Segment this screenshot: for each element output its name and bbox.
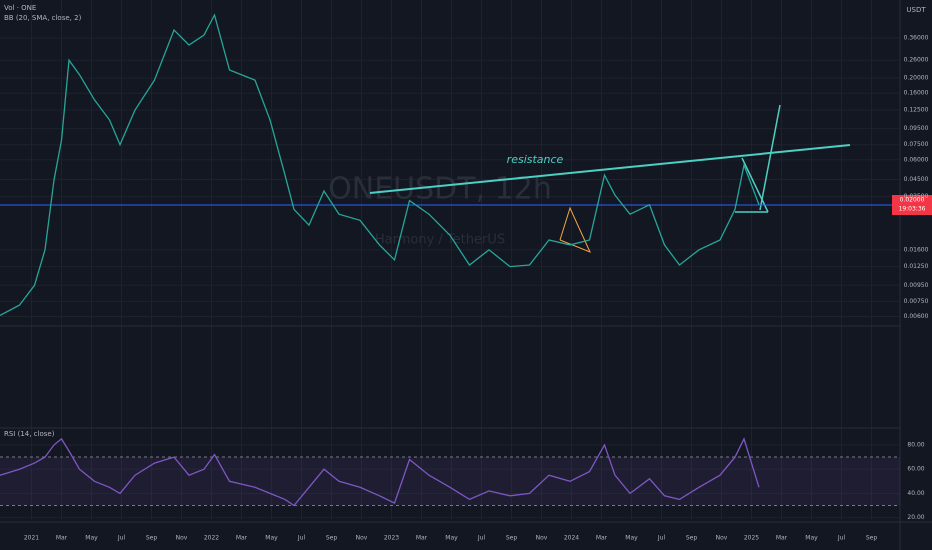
- x-tick-label: 2023: [384, 535, 399, 542]
- x-tick-label: Jul: [477, 535, 486, 542]
- x-tick-label: May: [625, 535, 638, 542]
- x-tick-label: May: [805, 535, 818, 542]
- x-tick-label: Jul: [657, 535, 666, 542]
- x-tick-label: May: [85, 535, 98, 542]
- x-tick-label: Mar: [416, 535, 428, 542]
- x-tick-label: Mar: [56, 535, 68, 542]
- x-tick-label: 2022: [204, 535, 219, 542]
- watermark-title: ONEUSDT, 12h: [328, 172, 552, 207]
- x-tick-label: Jul: [837, 535, 846, 542]
- y-tick-label: 0.06000: [904, 156, 929, 163]
- x-tick-label: Sep: [686, 535, 698, 542]
- y-tick-label: 0.26000: [904, 57, 929, 64]
- x-tick-label: Sep: [506, 535, 518, 542]
- x-tick-label: Sep: [326, 535, 338, 542]
- grid: [0, 0, 900, 520]
- watermark-subtitle: Harmony / TetherUS: [375, 233, 505, 248]
- x-tick-label: 2021: [24, 535, 39, 542]
- indicator-label: Vol · ONE: [4, 4, 36, 12]
- y-tick-label: 80.00: [907, 441, 924, 448]
- countdown-label: 19:03:36: [899, 206, 926, 213]
- y-tick-label: 0.12500: [904, 106, 929, 113]
- y-tick-label: 40.00: [907, 490, 924, 497]
- x-tick-label: Mar: [776, 535, 788, 542]
- rsi-band: [0, 457, 900, 506]
- series-line: [0, 13, 760, 316]
- x-tick-label: Jul: [117, 535, 126, 542]
- y-tick-label: 20.00: [907, 514, 924, 521]
- price-tag-label: 0.02000: [900, 197, 925, 204]
- y-tick-label: 0.09500: [904, 125, 929, 132]
- y-tick-label: 0.00600: [904, 313, 929, 320]
- y-tick-label: 0.07500: [904, 141, 929, 148]
- x-tick-label: May: [265, 535, 278, 542]
- x-tick-label: Nov: [176, 535, 188, 542]
- y-tick-label: 0.20000: [904, 75, 929, 82]
- y-tick-label: 60.00: [907, 466, 924, 473]
- x-tick-label: 2025: [744, 535, 759, 542]
- indicator-label: RSI (14, close): [4, 430, 55, 438]
- x-tick-label: 2024: [564, 535, 579, 542]
- annotation: resistance: [507, 153, 564, 166]
- x-tick-label: Sep: [866, 535, 878, 542]
- x-tick-label: Sep: [146, 535, 158, 542]
- x-tick-label: May: [445, 535, 458, 542]
- resistance-line: [369, 144, 851, 194]
- y-tick-label: 0.36000: [904, 35, 929, 42]
- x-tick-label: Mar: [236, 535, 248, 542]
- y-tick-label: 0.00950: [904, 282, 929, 289]
- trend-line: [741, 157, 769, 213]
- x-tick-label: Jul: [297, 535, 306, 542]
- y-tick-label: 0.01250: [904, 263, 929, 270]
- indicator-label: BB (20, SMA, close, 2): [4, 14, 82, 22]
- y-tick-label: 0.03500: [904, 193, 929, 200]
- x-tick-label: Nov: [716, 535, 728, 542]
- x-tick-label: Nov: [536, 535, 548, 542]
- series-line: [0, 437, 760, 507]
- y-tick-label: 0.01600: [904, 246, 929, 253]
- y-tick-label: 0.04500: [904, 176, 929, 183]
- x-tick-label: Nov: [356, 535, 368, 542]
- trend-line: [759, 104, 781, 211]
- x-tick-label: Mar: [596, 535, 608, 542]
- pattern-drawing: [559, 206, 591, 253]
- y-tick-label: 0.00750: [904, 298, 929, 305]
- price-tag: [892, 195, 932, 215]
- y-tick-label: 0.16000: [904, 90, 929, 97]
- currency-label: USDT: [906, 6, 926, 14]
